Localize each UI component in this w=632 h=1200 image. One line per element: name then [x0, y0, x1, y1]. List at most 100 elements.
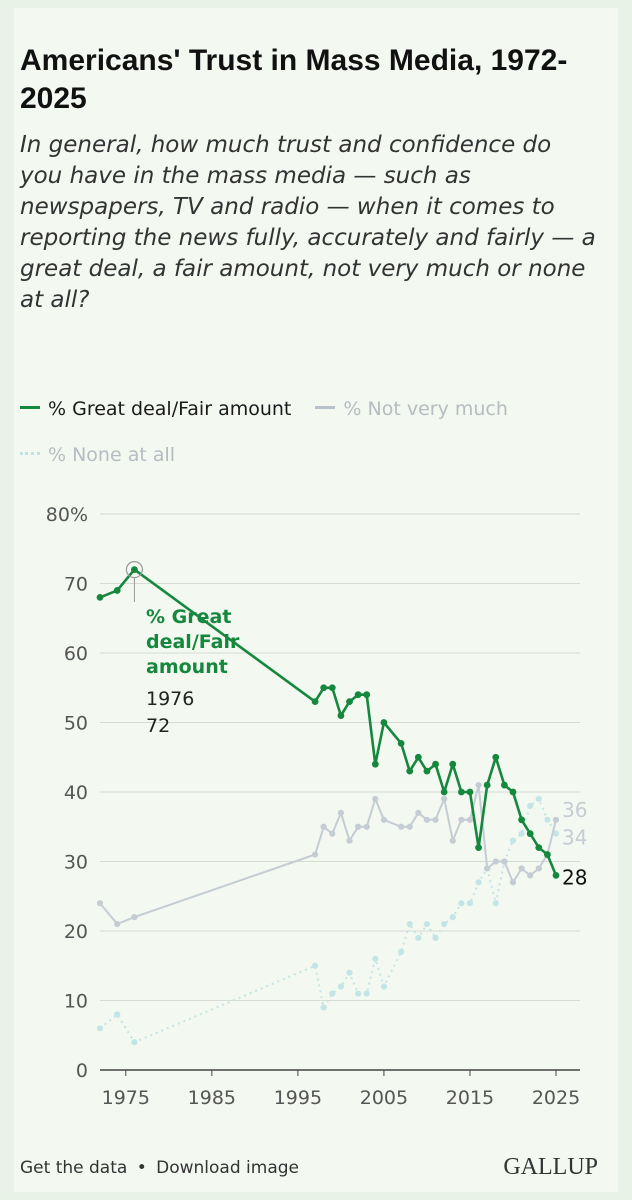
data-point-not-very-much[interactable]	[509, 879, 517, 886]
data-point-great-deal-fair-amount[interactable]	[509, 788, 517, 796]
data-point-great-deal-fair-amount[interactable]	[543, 851, 551, 858]
data-point-great-deal-fair-amount[interactable]	[131, 566, 138, 573]
data-point-great-deal-fair-amount[interactable]	[492, 753, 500, 761]
data-point-none-at-all[interactable]	[380, 983, 388, 990]
data-point-great-deal-fair-amount[interactable]	[466, 788, 474, 796]
data-point-not-very-much[interactable]	[518, 865, 525, 872]
data-point-great-deal-fair-amount[interactable]	[518, 816, 525, 824]
data-point-great-deal-fair-amount[interactable]	[96, 594, 104, 601]
data-point-great-deal-fair-amount[interactable]	[483, 781, 491, 789]
data-point-not-very-much[interactable]	[131, 914, 138, 921]
data-point-not-very-much[interactable]	[372, 795, 379, 803]
data-point-not-very-much[interactable]	[96, 900, 104, 907]
data-point-none-at-all[interactable]	[432, 934, 439, 942]
data-point-none-at-all[interactable]	[527, 802, 534, 809]
data-point-great-deal-fair-amount[interactable]	[414, 753, 422, 761]
data-point-great-deal-fair-amount[interactable]	[526, 830, 534, 838]
legend-item-none-at-all[interactable]: % None at all	[20, 432, 175, 478]
data-point-none-at-all[interactable]	[96, 1025, 104, 1032]
data-point-not-very-much[interactable]	[337, 809, 345, 816]
data-point-not-very-much[interactable]	[484, 865, 491, 872]
data-point-not-very-much[interactable]	[320, 823, 327, 830]
download-image-link[interactable]: Download image	[156, 1158, 299, 1178]
data-point-not-very-much[interactable]	[398, 823, 405, 830]
data-point-great-deal-fair-amount[interactable]	[371, 760, 379, 768]
data-point-great-deal-fair-amount[interactable]	[328, 684, 336, 692]
data-point-not-very-much[interactable]	[441, 795, 448, 803]
data-point-none-at-all[interactable]	[114, 1011, 121, 1018]
data-point-great-deal-fair-amount[interactable]	[320, 684, 328, 692]
data-point-not-very-much[interactable]	[355, 823, 362, 830]
data-point-not-very-much[interactable]	[492, 858, 499, 865]
data-point-not-very-much[interactable]	[415, 809, 422, 816]
annotation-year: 1976	[146, 688, 194, 710]
data-point-none-at-all[interactable]	[355, 990, 362, 997]
data-point-great-deal-fair-amount[interactable]	[449, 760, 457, 768]
data-point-not-very-much[interactable]	[458, 816, 465, 823]
data-point-great-deal-fair-amount[interactable]	[354, 691, 362, 699]
data-point-great-deal-fair-amount[interactable]	[500, 781, 508, 789]
data-point-not-very-much[interactable]	[501, 858, 508, 865]
data-point-not-very-much[interactable]	[527, 872, 534, 879]
data-point-great-deal-fair-amount[interactable]	[346, 698, 353, 706]
data-point-not-very-much[interactable]	[329, 830, 336, 837]
data-point-great-deal-fair-amount[interactable]	[397, 739, 405, 747]
data-point-none-at-all[interactable]	[311, 962, 319, 969]
data-point-none-at-all[interactable]	[337, 983, 345, 990]
data-point-none-at-all[interactable]	[423, 920, 431, 928]
data-point-not-very-much[interactable]	[475, 781, 482, 789]
legend-item-great-deal[interactable]: % Great deal/Fair amount	[20, 386, 291, 432]
data-point-great-deal-fair-amount[interactable]	[380, 719, 388, 726]
data-point-great-deal-fair-amount[interactable]	[457, 788, 465, 796]
data-point-not-very-much[interactable]	[114, 920, 121, 928]
data-point-great-deal-fair-amount[interactable]	[406, 767, 414, 775]
data-point-none-at-all[interactable]	[346, 969, 353, 976]
data-point-not-very-much[interactable]	[449, 837, 456, 844]
data-point-none-at-all[interactable]	[441, 920, 448, 928]
data-point-none-at-all[interactable]	[320, 1004, 327, 1011]
data-point-none-at-all[interactable]	[466, 900, 474, 907]
data-point-great-deal-fair-amount[interactable]	[552, 872, 560, 879]
data-point-none-at-all[interactable]	[449, 914, 456, 921]
data-point-none-at-all[interactable]	[363, 990, 370, 997]
data-point-not-very-much[interactable]	[466, 816, 474, 823]
data-point-not-very-much[interactable]	[363, 823, 370, 830]
data-point-not-very-much[interactable]	[423, 816, 431, 823]
data-point-none-at-all[interactable]	[492, 900, 499, 907]
legend-item-not-very-much[interactable]: % Not very much	[315, 386, 508, 432]
get-data-link[interactable]: Get the data	[20, 1158, 128, 1178]
data-point-none-at-all[interactable]	[475, 879, 482, 886]
data-point-none-at-all[interactable]	[552, 830, 560, 837]
data-point-none-at-all[interactable]	[372, 955, 379, 962]
data-point-great-deal-fair-amount[interactable]	[475, 844, 482, 851]
data-point-none-at-all[interactable]	[329, 990, 336, 997]
data-point-none-at-all[interactable]	[518, 830, 525, 837]
data-point-great-deal-fair-amount[interactable]	[113, 587, 121, 594]
data-point-none-at-all[interactable]	[535, 795, 542, 803]
data-point-great-deal-fair-amount[interactable]	[423, 767, 431, 775]
data-point-great-deal-fair-amount[interactable]	[363, 691, 371, 699]
data-point-great-deal-fair-amount[interactable]	[440, 788, 448, 796]
end-label-not-very-much: 36	[562, 798, 587, 822]
data-point-none-at-all[interactable]	[406, 920, 413, 928]
data-point-none-at-all[interactable]	[458, 900, 465, 907]
data-point-great-deal-fair-amount[interactable]	[311, 698, 319, 706]
data-point-not-very-much[interactable]	[346, 837, 353, 844]
data-point-none-at-all[interactable]	[415, 934, 422, 942]
data-point-great-deal-fair-amount[interactable]	[535, 844, 543, 851]
legend-label-none-at-all: % None at all	[48, 444, 176, 466]
data-point-none-at-all[interactable]	[509, 837, 517, 844]
data-point-not-very-much[interactable]	[311, 851, 319, 858]
data-point-not-very-much[interactable]	[552, 816, 560, 823]
data-point-none-at-all[interactable]	[131, 1039, 138, 1046]
data-point-great-deal-fair-amount[interactable]	[432, 760, 439, 768]
y-tick-label: 60	[64, 643, 88, 665]
data-point-not-very-much[interactable]	[432, 816, 439, 823]
data-point-not-very-much[interactable]	[406, 823, 413, 830]
data-point-not-very-much[interactable]	[535, 865, 542, 872]
y-tick-label: 40	[64, 782, 88, 804]
data-point-great-deal-fair-amount[interactable]	[337, 712, 345, 719]
data-point-none-at-all[interactable]	[398, 948, 405, 955]
data-point-none-at-all[interactable]	[544, 816, 551, 823]
data-point-not-very-much[interactable]	[380, 816, 388, 823]
